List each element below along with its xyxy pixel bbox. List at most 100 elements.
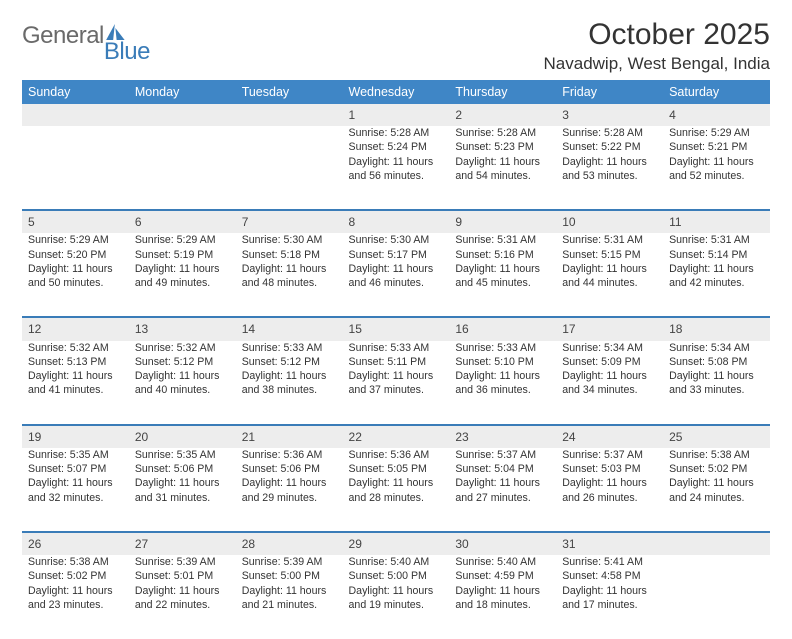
day-cell: Sunrise: 5:31 AMSunset: 5:16 PMDaylight:… xyxy=(449,233,556,317)
day1-text: Daylight: 11 hours xyxy=(562,369,657,383)
day-number xyxy=(22,104,129,126)
day2-text: and 21 minutes. xyxy=(242,598,337,612)
day2-text: and 38 minutes. xyxy=(242,383,337,397)
day-cell: Sunrise: 5:28 AMSunset: 5:24 PMDaylight:… xyxy=(343,126,450,210)
sunrise-text: Sunrise: 5:38 AM xyxy=(28,555,123,569)
day1-text: Daylight: 11 hours xyxy=(455,476,550,490)
sunset-text: Sunset: 5:23 PM xyxy=(455,140,550,154)
day-number xyxy=(129,104,236,126)
day-header: Wednesday xyxy=(343,80,450,104)
day2-text: and 37 minutes. xyxy=(349,383,444,397)
sunset-text: Sunset: 5:11 PM xyxy=(349,355,444,369)
sunrise-text: Sunrise: 5:38 AM xyxy=(669,448,764,462)
sunrise-text: Sunrise: 5:39 AM xyxy=(135,555,230,569)
page-header: General Blue October 2025 Navadwip, West… xyxy=(22,18,770,74)
week-row: Sunrise: 5:28 AM Sunset: 5:24 PM Daylight:… xyxy=(22,126,770,210)
sunset-text: Sunset: 5:10 PM xyxy=(455,355,550,369)
day2-text: and 31 minutes. xyxy=(135,491,230,505)
day1-text: Daylight: 11 hours xyxy=(242,262,337,276)
day-number: 29 xyxy=(343,532,450,555)
sunrise-text: Sunrise: 5:28 AM xyxy=(455,126,550,140)
sunrise-text: Sunrise: 5:40 AM xyxy=(455,555,550,569)
day2-text: and 23 minutes. xyxy=(28,598,123,612)
day-number: 6 xyxy=(129,210,236,233)
day1-text: Daylight: 11 hours xyxy=(349,476,444,490)
day1-text: Daylight: 11 hours xyxy=(455,262,550,276)
sunrise-text: Sunrise: 5:34 AM xyxy=(562,341,657,355)
day1-text: Daylight: 11 hours xyxy=(669,262,764,276)
sunset-text: Sunset: 5:14 PM xyxy=(669,248,764,262)
day2-text: and 48 minutes. xyxy=(242,276,337,290)
sunrise-text: Sunrise: 5:37 AM xyxy=(562,448,657,462)
sunset-text: Sunset: 5:06 PM xyxy=(242,462,337,476)
day-number: 22 xyxy=(343,425,450,448)
sunrise-text: Sunrise: 5:32 AM xyxy=(28,341,123,355)
day-number: 11 xyxy=(663,210,770,233)
sunset-text: Sunset: 5:17 PM xyxy=(349,248,444,262)
day2-text: and 24 minutes. xyxy=(669,491,764,505)
day-number: 7 xyxy=(236,210,343,233)
day-number: 13 xyxy=(129,317,236,340)
day-cell: Sunrise: 5:30 AMSunset: 5:18 PMDaylight:… xyxy=(236,233,343,317)
day-number: 31 xyxy=(556,532,663,555)
sunrise-text: Sunrise: 5:35 AM xyxy=(28,448,123,462)
sunrise-text: Sunrise: 5:39 AM xyxy=(242,555,337,569)
day1-text: Daylight: 11 hours xyxy=(135,476,230,490)
logo-text-blue: Blue xyxy=(104,38,150,66)
sunrise-text: Sunrise: 5:33 AM xyxy=(242,341,337,355)
day-cell: Sunrise: 5:40 AMSunset: 5:00 PMDaylight:… xyxy=(343,555,450,639)
sunrise-text: Sunrise: 5:31 AM xyxy=(669,233,764,247)
sunset-text: Sunset: 5:16 PM xyxy=(455,248,550,262)
day-cell: Sunrise: 5:30 AMSunset: 5:17 PMDaylight:… xyxy=(343,233,450,317)
sunset-text: Sunset: 5:02 PM xyxy=(28,569,123,583)
day1-text: Daylight: 11 hours xyxy=(562,476,657,490)
day-cell: Sunrise: 5:33 AMSunset: 5:11 PMDaylight:… xyxy=(343,341,450,425)
sunrise-text: Sunrise: 5:41 AM xyxy=(562,555,657,569)
day1-text: Daylight: 11 hours xyxy=(28,262,123,276)
day1-text: Daylight: 11 hours xyxy=(455,155,550,169)
day1-text: Daylight: 11 hours xyxy=(669,369,764,383)
day2-text: and 45 minutes. xyxy=(455,276,550,290)
day1-text: Daylight: 11 hours xyxy=(455,369,550,383)
sunset-text: Sunset: 5:13 PM xyxy=(28,355,123,369)
sunset-text: Sunset: 5:05 PM xyxy=(349,462,444,476)
day-cell: Sunrise: 5:29 AMSunset: 5:20 PMDaylight:… xyxy=(22,233,129,317)
day1-text: Daylight: 11 hours xyxy=(349,369,444,383)
sunset-text: Sunset: 5:22 PM xyxy=(562,140,657,154)
sunset-text: Sunset: 5:20 PM xyxy=(28,248,123,262)
day-cell xyxy=(236,126,343,210)
week-row: Sunrise: 5:32 AMSunset: 5:13 PMDaylight:… xyxy=(22,341,770,425)
day1-text: Daylight: 11 hours xyxy=(135,584,230,598)
sunrise-text: Sunrise: 5:32 AM xyxy=(135,341,230,355)
day-number: 21 xyxy=(236,425,343,448)
day-cell: Sunrise: 5:38 AMSunset: 5:02 PMDaylight:… xyxy=(22,555,129,639)
sunrise-text: Sunrise: 5:31 AM xyxy=(562,233,657,247)
day-number: 27 xyxy=(129,532,236,555)
day-number-row: 1234 xyxy=(22,104,770,126)
day-number: 10 xyxy=(556,210,663,233)
sunset-text: Sunset: 5:19 PM xyxy=(135,248,230,262)
day2-text: and 26 minutes. xyxy=(562,491,657,505)
day-cell: Sunrise: 5:36 AMSunset: 5:06 PMDaylight:… xyxy=(236,448,343,532)
day2-text: and 19 minutes. xyxy=(349,598,444,612)
day-cell: Sunrise: 5:28 AMSunset: 5:22 PMDaylight:… xyxy=(556,126,663,210)
day-header: Thursday xyxy=(449,80,556,104)
day1-text: Daylight: 11 hours xyxy=(562,155,657,169)
sunset-text: Sunset: 5:24 PM xyxy=(349,140,444,154)
logo: General Blue xyxy=(22,22,150,50)
day2-text: and 40 minutes. xyxy=(135,383,230,397)
day-number: 16 xyxy=(449,317,556,340)
day1-text: Daylight: 11 hours xyxy=(669,155,764,169)
day-cell: Sunrise: 5:32 AMSunset: 5:13 PMDaylight:… xyxy=(22,341,129,425)
day1-text: Daylight: 11 hours xyxy=(669,476,764,490)
day-number xyxy=(236,104,343,126)
day-header-row: Sunday Monday Tuesday Wednesday Thursday… xyxy=(22,80,770,104)
sunrise-text: Sunrise: 5:31 AM xyxy=(455,233,550,247)
day2-text: and 22 minutes. xyxy=(135,598,230,612)
sunrise-text: Sunrise: 5:34 AM xyxy=(669,341,764,355)
day-cell: Sunrise: 5:33 AMSunset: 5:12 PMDaylight:… xyxy=(236,341,343,425)
day-header: Monday xyxy=(129,80,236,104)
day-cell: Sunrise: 5:32 AMSunset: 5:12 PMDaylight:… xyxy=(129,341,236,425)
week-row: Sunrise: 5:35 AMSunset: 5:07 PMDaylight:… xyxy=(22,448,770,532)
day-cell: Sunrise: 5:35 AMSunset: 5:07 PMDaylight:… xyxy=(22,448,129,532)
